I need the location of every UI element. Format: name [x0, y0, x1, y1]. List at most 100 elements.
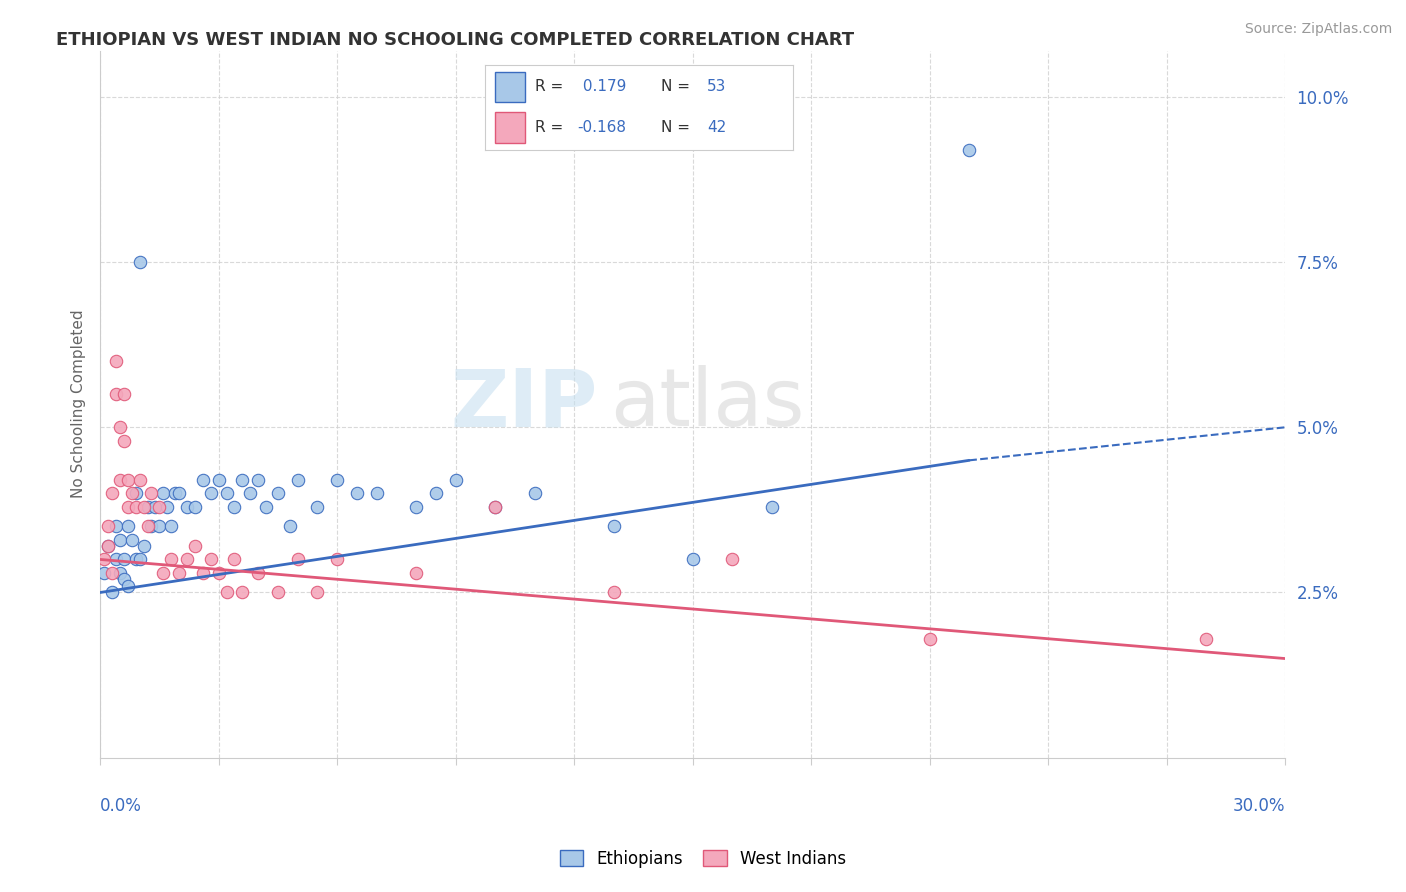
- Point: [132, 539, 155, 553]
- Point: [136, 519, 159, 533]
- Point: [128, 473, 150, 487]
- Point: [101, 486, 124, 500]
- Point: [484, 500, 506, 514]
- Point: [215, 585, 238, 599]
- Point: [1195, 632, 1218, 646]
- Point: [132, 500, 155, 514]
- Point: [247, 473, 270, 487]
- Point: [125, 552, 148, 566]
- Text: atlas: atlas: [610, 365, 804, 443]
- Point: [307, 585, 329, 599]
- Point: [121, 533, 143, 547]
- Point: [104, 519, 127, 533]
- Point: [405, 500, 427, 514]
- Point: [366, 486, 388, 500]
- Point: [141, 519, 163, 533]
- Point: [224, 552, 246, 566]
- Point: [156, 500, 179, 514]
- Point: [602, 519, 624, 533]
- Point: [108, 566, 131, 580]
- Text: 30.0%: 30.0%: [1233, 797, 1285, 814]
- Point: [176, 552, 198, 566]
- Point: [721, 552, 744, 566]
- Point: [165, 486, 187, 500]
- Point: [444, 473, 467, 487]
- Point: [128, 255, 150, 269]
- Point: [287, 473, 309, 487]
- Point: [121, 486, 143, 500]
- Point: [125, 500, 148, 514]
- Point: [208, 566, 231, 580]
- Point: [346, 486, 368, 500]
- Point: [215, 486, 238, 500]
- Point: [117, 500, 139, 514]
- Point: [104, 552, 127, 566]
- Point: [112, 572, 135, 586]
- Point: [326, 552, 349, 566]
- Point: [484, 500, 506, 514]
- Y-axis label: No Schooling Completed: No Schooling Completed: [72, 310, 86, 499]
- Point: [108, 420, 131, 434]
- Point: [231, 473, 253, 487]
- Point: [184, 539, 207, 553]
- Point: [112, 434, 135, 448]
- Point: [112, 552, 135, 566]
- Legend: Ethiopians, West Indians: Ethiopians, West Indians: [554, 844, 852, 875]
- Text: 0.0%: 0.0%: [100, 797, 142, 814]
- Point: [267, 486, 290, 500]
- Point: [224, 500, 246, 514]
- Point: [152, 486, 174, 500]
- Point: [523, 486, 546, 500]
- Point: [184, 500, 207, 514]
- Point: [191, 566, 214, 580]
- Point: [167, 566, 190, 580]
- Point: [176, 500, 198, 514]
- Point: [104, 354, 127, 368]
- Point: [254, 500, 277, 514]
- Point: [108, 533, 131, 547]
- Point: [231, 585, 253, 599]
- Point: [405, 566, 427, 580]
- Point: [117, 473, 139, 487]
- Point: [141, 486, 163, 500]
- Text: Source: ZipAtlas.com: Source: ZipAtlas.com: [1244, 22, 1392, 37]
- Point: [200, 486, 222, 500]
- Point: [160, 519, 183, 533]
- Point: [101, 566, 124, 580]
- Point: [97, 519, 120, 533]
- Point: [167, 486, 190, 500]
- Point: [148, 500, 170, 514]
- Point: [112, 387, 135, 401]
- Point: [287, 552, 309, 566]
- Point: [93, 552, 115, 566]
- Point: [761, 500, 783, 514]
- Point: [93, 566, 115, 580]
- Point: [152, 566, 174, 580]
- Point: [602, 585, 624, 599]
- Text: ZIP: ZIP: [450, 365, 598, 443]
- Point: [117, 519, 139, 533]
- Point: [125, 486, 148, 500]
- Point: [918, 632, 941, 646]
- Point: [97, 539, 120, 553]
- Point: [278, 519, 301, 533]
- Point: [326, 473, 349, 487]
- Point: [307, 500, 329, 514]
- Point: [239, 486, 262, 500]
- Point: [208, 473, 231, 487]
- Point: [191, 473, 214, 487]
- Point: [247, 566, 270, 580]
- Point: [104, 387, 127, 401]
- Point: [101, 585, 124, 599]
- Point: [160, 552, 183, 566]
- Point: [117, 579, 139, 593]
- Text: ETHIOPIAN VS WEST INDIAN NO SCHOOLING COMPLETED CORRELATION CHART: ETHIOPIAN VS WEST INDIAN NO SCHOOLING CO…: [56, 31, 855, 49]
- Point: [957, 143, 980, 157]
- Point: [200, 552, 222, 566]
- Point: [267, 585, 290, 599]
- Point: [136, 500, 159, 514]
- Point: [425, 486, 447, 500]
- Point: [145, 500, 167, 514]
- Point: [128, 552, 150, 566]
- Point: [97, 539, 120, 553]
